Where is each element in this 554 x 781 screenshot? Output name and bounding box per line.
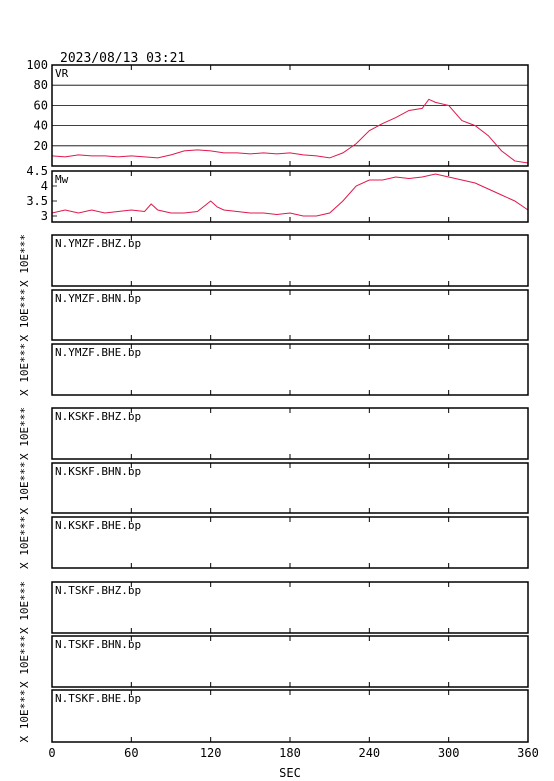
series-label: Mw (55, 173, 69, 186)
x-axis-label: SEC (279, 766, 301, 780)
data-line (51, 98, 529, 164)
panel-frame (51, 635, 529, 688)
trace-label: N.TSKF.BHN.bp (55, 638, 141, 651)
scale-label: X 10E*** (18, 690, 31, 743)
y-tick-label: 80 (34, 78, 48, 92)
scale-label: X 10E*** (18, 407, 31, 460)
trace-label: N.TSKF.BHZ.bp (55, 584, 141, 597)
panel-frame (51, 689, 529, 743)
panel-frame (51, 234, 529, 287)
scale-label: X 10E*** (18, 635, 31, 688)
y-tick-label: 4 (41, 179, 48, 193)
x-tick-label: 120 (200, 746, 222, 760)
panel-frame (51, 170, 529, 223)
scale-label: X 10E*** (18, 462, 31, 515)
y-tick-label: 40 (34, 119, 48, 133)
trace-label: N.YMZF.BHZ.bp (55, 237, 141, 250)
trace-label: N.YMZF.BHE.bp (55, 346, 141, 359)
x-tick-label: 0 (48, 746, 55, 760)
x-tick-label: 360 (517, 746, 539, 760)
timestamp: 2023/08/13 03:21 (60, 51, 185, 66)
panel-frame (51, 516, 529, 569)
scale-label: X 10E*** (18, 516, 31, 569)
x-tick-label: 240 (358, 746, 380, 760)
y-tick-label: 100 (26, 58, 48, 72)
panel-frame (51, 289, 529, 341)
x-tick-label: 180 (279, 746, 301, 760)
trace-label: N.TSKF.BHE.bp (55, 692, 141, 705)
scale-label: X 10E*** (18, 289, 31, 342)
x-tick-label: 300 (438, 746, 460, 760)
y-tick-label: 3.5 (26, 194, 48, 208)
panel-frame (51, 407, 529, 460)
panel-frame (51, 462, 529, 514)
panel-frame (51, 581, 529, 634)
series-label: VR (55, 67, 69, 80)
y-tick-label: 3 (41, 209, 48, 223)
trace-label: N.KSKF.BHN.bp (55, 465, 141, 478)
y-tick-label: 4.5 (26, 164, 48, 178)
y-tick-label: 20 (34, 139, 48, 153)
x-tick-label: 60 (124, 746, 138, 760)
data-line (51, 173, 529, 217)
scale-label: X 10E*** (18, 581, 31, 634)
scale-label: X 10E*** (18, 343, 31, 396)
trace-label: N.YMZF.BHN.bp (55, 292, 141, 305)
trace-label: N.KSKF.BHZ.bp (55, 410, 141, 423)
panel-frame (51, 64, 529, 167)
trace-label: N.KSKF.BHE.bp (55, 519, 141, 532)
y-tick-label: 60 (34, 98, 48, 112)
scale-label: X 10E*** (18, 234, 31, 287)
panel-frame (51, 343, 529, 396)
